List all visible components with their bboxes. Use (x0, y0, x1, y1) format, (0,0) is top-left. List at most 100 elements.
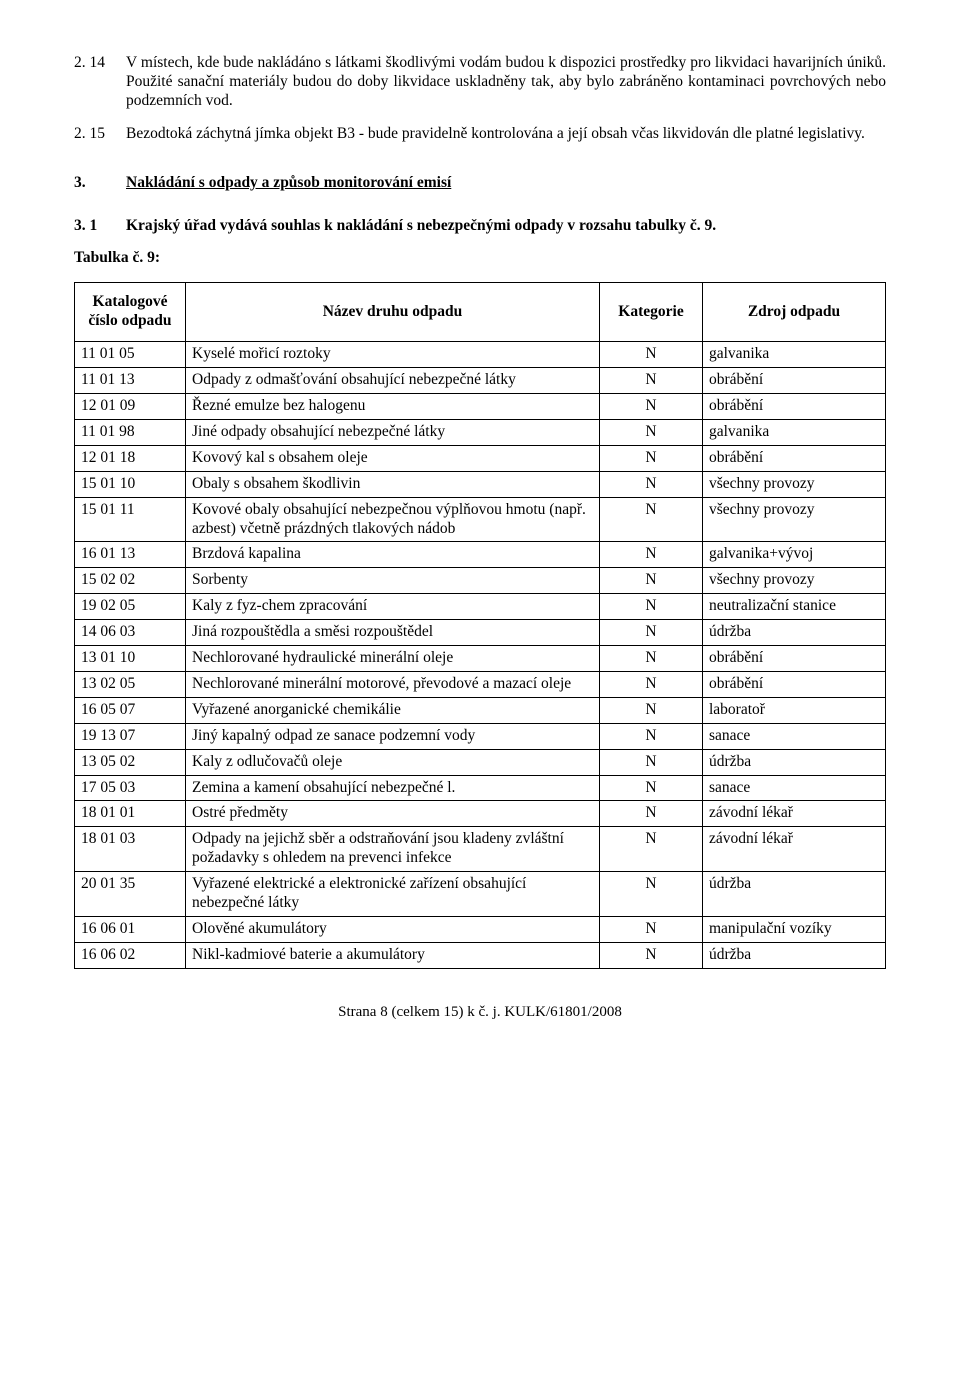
paragraph-3-1: 3. 1 Krajský úřad vydává souhlas k naklá… (74, 217, 886, 236)
cell-category: N (600, 801, 703, 827)
cell-category: N (600, 594, 703, 620)
cell-code: 13 02 05 (75, 671, 186, 697)
cell-name: Olověné akumulátory (186, 917, 600, 943)
cell-source: všechny provozy (703, 471, 886, 497)
cell-category: N (600, 917, 703, 943)
cell-category: N (600, 542, 703, 568)
cell-name: Kovový kal s obsahem oleje (186, 445, 600, 471)
table-row: 12 01 09Řezné emulze bez halogenuNobrábě… (75, 393, 886, 419)
cell-category: N (600, 342, 703, 368)
cell-category: N (600, 646, 703, 672)
table-row: 16 06 01Olověné akumulátoryNmanipulační … (75, 917, 886, 943)
cell-code: 15 02 02 (75, 568, 186, 594)
cell-code: 15 01 10 (75, 471, 186, 497)
cell-source: závodní lékař (703, 801, 886, 827)
cell-category: N (600, 419, 703, 445)
table-row: 20 01 35Vyřazené elektrické a elektronic… (75, 872, 886, 917)
page-footer: Strana 8 (celkem 15) k č. j. KULK/61801/… (74, 1003, 886, 1021)
table-row: 11 01 98Jiné odpady obsahující nebezpečn… (75, 419, 886, 445)
para-text: Bezodtoká záchytná jímka objekt B3 - bud… (126, 125, 886, 144)
cell-code: 18 01 03 (75, 827, 186, 872)
cell-code: 11 01 05 (75, 342, 186, 368)
cell-category: N (600, 942, 703, 968)
table-row: 15 01 11Kovové obaly obsahující nebezpeč… (75, 497, 886, 542)
paragraph-2-14: 2. 14 V místech, kde bude nakládáno s lá… (74, 54, 886, 111)
cell-source: závodní lékař (703, 827, 886, 872)
cell-name: Odpady na jejichž sběr a odstraňování js… (186, 827, 600, 872)
cell-code: 14 06 03 (75, 620, 186, 646)
cell-name: Řezné emulze bez halogenu (186, 393, 600, 419)
table-row: 18 01 03Odpady na jejichž sběr a odstraň… (75, 827, 886, 872)
table-row: 14 06 03Jiná rozpouštědla a směsi rozpou… (75, 620, 886, 646)
cell-source: laboratoř (703, 697, 886, 723)
cell-code: 18 01 01 (75, 801, 186, 827)
cell-name: Brzdová kapalina (186, 542, 600, 568)
cell-code: 13 01 10 (75, 646, 186, 672)
table-row: 12 01 18Kovový kal s obsahem olejeNobráb… (75, 445, 886, 471)
table-header-row: Katalogové číslo odpadu Název druhu odpa… (75, 283, 886, 342)
cell-code: 19 02 05 (75, 594, 186, 620)
para-number: 2. 15 (74, 125, 126, 144)
table-row: 13 01 10Nechlorované hydraulické minerál… (75, 646, 886, 672)
cell-source: údržba (703, 749, 886, 775)
cell-category: N (600, 749, 703, 775)
cell-source: všechny provozy (703, 568, 886, 594)
header-code: Katalogové číslo odpadu (75, 283, 186, 342)
cell-name: Nechlorované minerální motorové, převodo… (186, 671, 600, 697)
table-row: 13 05 02Kaly z odlučovačů olejeNúdržba (75, 749, 886, 775)
para-text: Krajský úřad vydává souhlas k nakládání … (126, 217, 886, 236)
cell-category: N (600, 671, 703, 697)
cell-source: všechny provozy (703, 497, 886, 542)
table-label: Tabulka č. 9: (74, 249, 886, 268)
cell-name: Vyřazené anorganické chemikálie (186, 697, 600, 723)
cell-name: Nechlorované hydraulické minerální oleje (186, 646, 600, 672)
cell-code: 19 13 07 (75, 723, 186, 749)
cell-code: 15 01 11 (75, 497, 186, 542)
table-row: 16 06 02Nikl-kadmiové baterie a akumulát… (75, 942, 886, 968)
table-row: 11 01 13Odpady z odmašťování obsahující … (75, 368, 886, 394)
cell-code: 16 06 02 (75, 942, 186, 968)
cell-source: galvanika+vývoj (703, 542, 886, 568)
header-name: Název druhu odpadu (186, 283, 600, 342)
cell-category: N (600, 827, 703, 872)
cell-source: obrábění (703, 445, 886, 471)
cell-category: N (600, 723, 703, 749)
cell-code: 16 01 13 (75, 542, 186, 568)
cell-category: N (600, 497, 703, 542)
cell-category: N (600, 368, 703, 394)
table-row: 19 02 05Kaly z fyz-chem zpracováníNneutr… (75, 594, 886, 620)
section-number: 3. (74, 174, 126, 193)
waste-table: Katalogové číslo odpadu Název druhu odpa… (74, 282, 886, 968)
cell-name: Zemina a kamení obsahující nebezpečné l. (186, 775, 600, 801)
cell-code: 11 01 13 (75, 368, 186, 394)
cell-source: obrábění (703, 368, 886, 394)
table-row: 13 02 05Nechlorované minerální motorové,… (75, 671, 886, 697)
table-row: 15 01 10Obaly s obsahem škodlivinNvšechn… (75, 471, 886, 497)
cell-category: N (600, 471, 703, 497)
cell-code: 17 05 03 (75, 775, 186, 801)
para-text: V místech, kde bude nakládáno s látkami … (126, 54, 886, 111)
section-heading-3: 3. Nakládání s odpady a způsob monitorov… (74, 174, 886, 193)
header-source: Zdroj odpadu (703, 283, 886, 342)
cell-name: Sorbenty (186, 568, 600, 594)
cell-code: 16 05 07 (75, 697, 186, 723)
cell-source: údržba (703, 872, 886, 917)
cell-source: obrábění (703, 671, 886, 697)
cell-source: obrábění (703, 393, 886, 419)
cell-code: 13 05 02 (75, 749, 186, 775)
cell-category: N (600, 775, 703, 801)
table-row: 15 02 02SorbentyNvšechny provozy (75, 568, 886, 594)
cell-name: Kovové obaly obsahující nebezpečnou výpl… (186, 497, 600, 542)
cell-source: sanace (703, 723, 886, 749)
cell-code: 12 01 18 (75, 445, 186, 471)
cell-source: sanace (703, 775, 886, 801)
cell-name: Jiné odpady obsahující nebezpečné látky (186, 419, 600, 445)
cell-category: N (600, 568, 703, 594)
cell-code: 16 06 01 (75, 917, 186, 943)
section-title: Nakládání s odpady a způsob monitorování… (126, 174, 451, 193)
table-row: 11 01 05Kyselé mořicí roztokyNgalvanika (75, 342, 886, 368)
cell-category: N (600, 620, 703, 646)
cell-category: N (600, 872, 703, 917)
cell-source: údržba (703, 942, 886, 968)
cell-source: manipulační vozíky (703, 917, 886, 943)
